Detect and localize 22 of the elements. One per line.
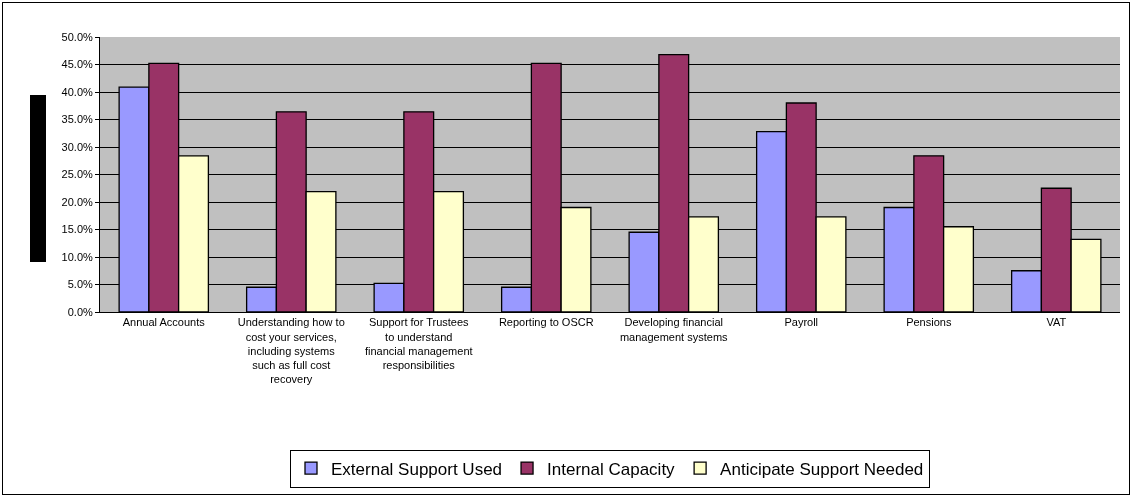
y-tick-label: 25.0% [61, 168, 94, 181]
legend-label: Internal Capacity [547, 459, 676, 479]
y-tick-label: 40.0% [61, 85, 94, 98]
x-tick-label: Payroll [784, 316, 819, 329]
y-tick-label: 20.0% [61, 195, 94, 208]
y-tick-label: 5.0% [67, 278, 94, 291]
x-tick-label: VAT [1046, 316, 1067, 329]
x-tick-label: Developing financial management systems [619, 316, 729, 343]
y-tick-label: 0.0% [67, 305, 94, 318]
y-tick-label: 30.0% [61, 140, 94, 153]
x-tick-label: Support for Trustees to understand financial management responsibilities [364, 316, 473, 372]
y-tick-label: 45.0% [61, 58, 94, 71]
x-tick-label: Reporting to OSCR [498, 316, 594, 329]
legend-label: Anticipate Support Needed [720, 459, 924, 479]
x-tick-label: Understanding how to cost your services, including systems such as full cost recovery [237, 316, 345, 386]
y-tick-label: 10.0% [61, 250, 94, 263]
x-tick-label: Pensions [906, 316, 952, 329]
legend-label: External Support Used [331, 459, 503, 479]
y-tick-label: 50.0% [61, 30, 94, 43]
y-tick-label: 15.0% [61, 223, 94, 236]
y-tick-label: 35.0% [61, 113, 94, 126]
x-tick-label: Annual Accounts [122, 316, 206, 329]
